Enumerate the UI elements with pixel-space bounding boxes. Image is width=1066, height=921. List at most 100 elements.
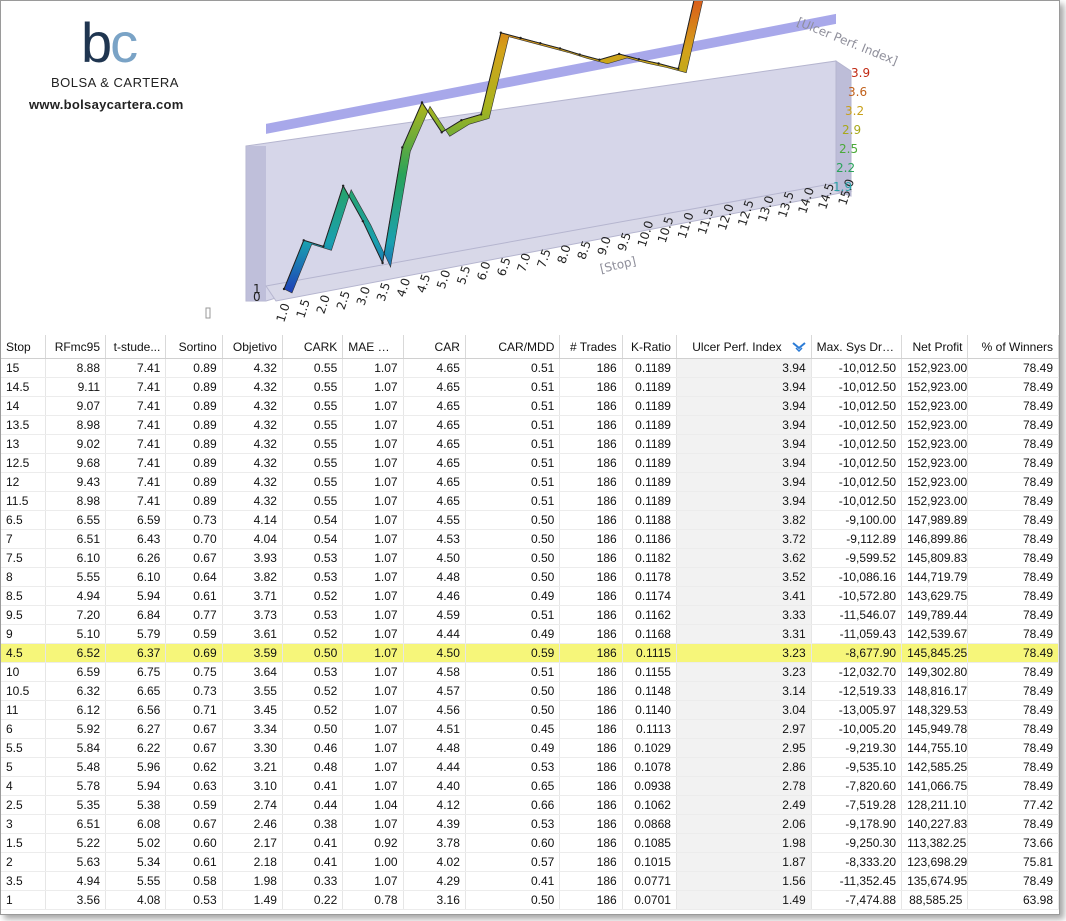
column-header-12[interactable]: Max. Sys Dra... (811, 335, 903, 359)
data-point[interactable] (302, 239, 305, 242)
table-cell: 1.98 (222, 871, 283, 891)
table-cell: -10,572.80 (811, 586, 903, 606)
table-row[interactable]: 11.5 8.98 7.41 0.89 4.32 0.55 1.07 4.65 0.51 186 0… (1, 491, 1059, 511)
data-point[interactable] (381, 261, 384, 265)
table-cell: 0.1174 (622, 586, 677, 606)
axis-handle-icon[interactable] (205, 307, 211, 319)
data-point[interactable] (420, 101, 424, 104)
table-cell: 145,845.25 (901, 643, 969, 663)
table-row[interactable]: 9 5.10 5.79 0.59 3.61 0.52 1.07 4.44 0.49 186 0.11… (1, 624, 1059, 644)
column-header-3[interactable]: Sortino (165, 335, 223, 359)
table-row[interactable]: 5 5.48 5.96 0.62 3.21 0.48 1.07 4.44 0.53 186 0.10… (1, 757, 1059, 777)
table-row[interactable]: 13 9.02 7.41 0.89 4.32 0.55 1.07 4.65 0.51 186 0.1… (1, 434, 1059, 454)
table-cell: -8,333.20 (811, 852, 903, 872)
column-header-6[interactable]: MAE M... (342, 335, 404, 359)
table-cell: 78.49 (967, 662, 1059, 682)
data-point[interactable] (617, 52, 621, 56)
data-point[interactable] (479, 113, 483, 116)
data-point[interactable] (499, 31, 503, 34)
table-row[interactable]: 9.5 7.20 6.84 0.77 3.73 0.53 1.07 4.59 0.51 186 0.… (1, 605, 1059, 625)
data-point[interactable] (637, 58, 641, 61)
table-cell: 186 (559, 852, 623, 872)
column-header-8[interactable]: CAR/MDD (465, 335, 561, 359)
table-cell: -8,677.90 (811, 643, 903, 663)
table-row[interactable]: 10.5 6.32 6.65 0.73 3.55 0.52 1.07 4.57 0.50 186 0… (1, 681, 1059, 701)
data-point[interactable] (558, 47, 562, 50)
data-point[interactable] (539, 41, 542, 45)
table-row[interactable]: 4 5.78 5.94 0.63 3.10 0.41 1.07 4.40 0.65 186 0.09… (1, 776, 1059, 796)
column-header-2[interactable]: t-stude... (105, 335, 167, 359)
table-row[interactable]: 6.5 6.55 6.59 0.73 4.14 0.54 1.07 4.55 0.50 186 0.… (1, 510, 1059, 530)
table-row[interactable]: 6 5.92 6.27 0.67 3.34 0.50 1.07 4.51 0.45 186 0.11… (1, 719, 1059, 739)
table-cell: -12,032.70 (811, 662, 903, 682)
column-header-14[interactable]: % of Winners (967, 335, 1059, 359)
table-row[interactable]: 4.5 6.52 6.37 0.69 3.59 0.50 1.07 4.50 0.59 186 0.… (1, 643, 1059, 663)
table-cell: 128,211.10 (901, 795, 969, 815)
table-row[interactable]: 14.5 9.11 7.41 0.89 4.32 0.55 1.07 4.65 0.51 186 0… (1, 377, 1059, 397)
data-point[interactable] (282, 287, 286, 291)
table-row[interactable]: 7.5 6.10 6.26 0.67 3.93 0.53 1.07 4.50 0.50 186 0.… (1, 548, 1059, 568)
table-row[interactable]: 1 3.56 4.08 0.53 1.49 0.22 0.78 3.16 0.50 186 0.07… (1, 890, 1059, 910)
table-cell: 4.48 (403, 567, 466, 587)
data-point[interactable] (677, 67, 680, 70)
table-cell: 0.65 (465, 776, 561, 796)
table-cell: 9.43 (45, 472, 107, 492)
table-row[interactable]: 13.5 8.98 7.41 0.89 4.32 0.55 1.07 4.65 0.51 186 0… (1, 415, 1059, 435)
table-cell: 0.41 (282, 776, 344, 796)
table-row[interactable]: 12.5 9.68 7.41 0.89 4.32 0.55 1.07 4.65 0.51 186 0… (1, 453, 1059, 473)
column-header-5[interactable]: CARK (282, 335, 344, 359)
table-cell: 0.1029 (622, 738, 677, 758)
table-row[interactable]: 8 5.55 6.10 0.64 3.82 0.53 1.07 4.48 0.50 186 0.11… (1, 567, 1059, 587)
table-cell: 0.63 (165, 776, 223, 796)
column-header-11[interactable]: Ulcer Perf. Index (676, 335, 812, 359)
data-point[interactable] (361, 219, 365, 223)
table-cell: 2.18 (222, 852, 283, 872)
z-tick-label: 2.9 (842, 123, 861, 137)
column-header-7[interactable]: CAR (403, 335, 466, 359)
table-cell: 5.92 (45, 719, 107, 739)
table-cell: 149,302.80 (901, 662, 969, 682)
data-point[interactable] (401, 146, 404, 149)
data-point[interactable] (460, 118, 463, 122)
table-row[interactable]: 5.5 5.84 6.22 0.67 3.30 0.46 1.07 4.48 0.49 186 0.… (1, 738, 1059, 758)
column-header-4[interactable]: Objetivo (222, 335, 283, 359)
data-point[interactable] (578, 53, 581, 56)
table-cell: 186 (559, 453, 623, 473)
table-row[interactable]: 14 9.07 7.41 0.89 4.32 0.55 1.07 4.65 0.51 186 0.1… (1, 396, 1059, 416)
table-cell: 0.1113 (622, 719, 677, 739)
table-row[interactable]: 1.5 5.22 5.02 0.60 2.17 0.41 0.92 3.78 0.60 186 0.… (1, 833, 1059, 853)
table-row[interactable]: 7 6.51 6.43 0.70 4.04 0.54 1.07 4.53 0.50 186 0.11… (1, 529, 1059, 549)
table-cell: 142,585.25 (901, 757, 969, 777)
table-row[interactable]: 10 6.59 6.75 0.75 3.64 0.53 1.07 4.58 0.51 186 0.1… (1, 662, 1059, 682)
logo-mark: bc (81, 11, 138, 74)
table-cell: 0.51 (465, 377, 561, 397)
data-point[interactable] (657, 62, 660, 65)
data-point[interactable] (341, 184, 345, 187)
data-point[interactable] (440, 131, 443, 134)
table-row[interactable]: 15 8.88 7.41 0.89 4.32 0.55 1.07 4.65 0.51 186 0.1… (1, 358, 1059, 378)
table-cell: 3.82 (676, 510, 812, 530)
table-cell: 186 (559, 624, 623, 644)
column-header-9[interactable]: # Trades (559, 335, 623, 359)
table-row[interactable]: 2.5 5.35 5.38 0.59 2.74 0.44 1.04 4.12 0.66 186 0.… (1, 795, 1059, 815)
table-cell: 4.46 (403, 586, 466, 606)
data-point[interactable] (322, 245, 325, 248)
column-header-13[interactable]: Net Profit (901, 335, 969, 359)
chart-svg[interactable]: 1.0 1.5 2.0 2.5 3.0 3.5 4.0 4.5 5.0 5.5 6.0 6.5 7.0 7… (1, 1, 1059, 336)
table-cell: 78.49 (967, 377, 1059, 397)
table-row[interactable]: 2 5.63 5.34 0.61 2.18 0.41 1.00 4.02 0.57 186 0.10… (1, 852, 1059, 872)
column-header-10[interactable]: K-Ratio (622, 335, 677, 359)
table-row[interactable]: 11 6.12 6.56 0.71 3.45 0.52 1.07 4.56 0.50 186 0.1… (1, 700, 1059, 720)
table-row[interactable]: 3 6.51 6.08 0.67 2.46 0.38 1.07 4.39 0.53 186 0.08… (1, 814, 1059, 834)
data-point[interactable] (519, 36, 522, 40)
table-row[interactable]: 12 9.43 7.41 0.89 4.32 0.55 1.07 4.65 0.51 186 0.1… (1, 472, 1059, 492)
column-header-1[interactable]: RFmc95 (45, 335, 107, 359)
table-row[interactable]: 3.5 4.94 5.55 0.58 1.98 0.33 1.07 4.29 0.41 186 0.… (1, 871, 1059, 891)
table-row[interactable]: 8.5 4.94 5.94 0.61 3.71 0.52 1.07 4.46 0.49 186 0.… (1, 586, 1059, 606)
table-cell: 0.64 (165, 567, 223, 587)
column-header-0[interactable]: Stop (1, 335, 46, 359)
table-cell: 0.1189 (622, 377, 677, 397)
data-point[interactable] (598, 58, 601, 61)
z-tick-label: 1.9 (833, 180, 852, 194)
chart-3d[interactable]: 1.0 1.5 2.0 2.5 3.0 3.5 4.0 4.5 5.0 5.5 6.0 6.5 7.0 7… (1, 1, 1059, 336)
